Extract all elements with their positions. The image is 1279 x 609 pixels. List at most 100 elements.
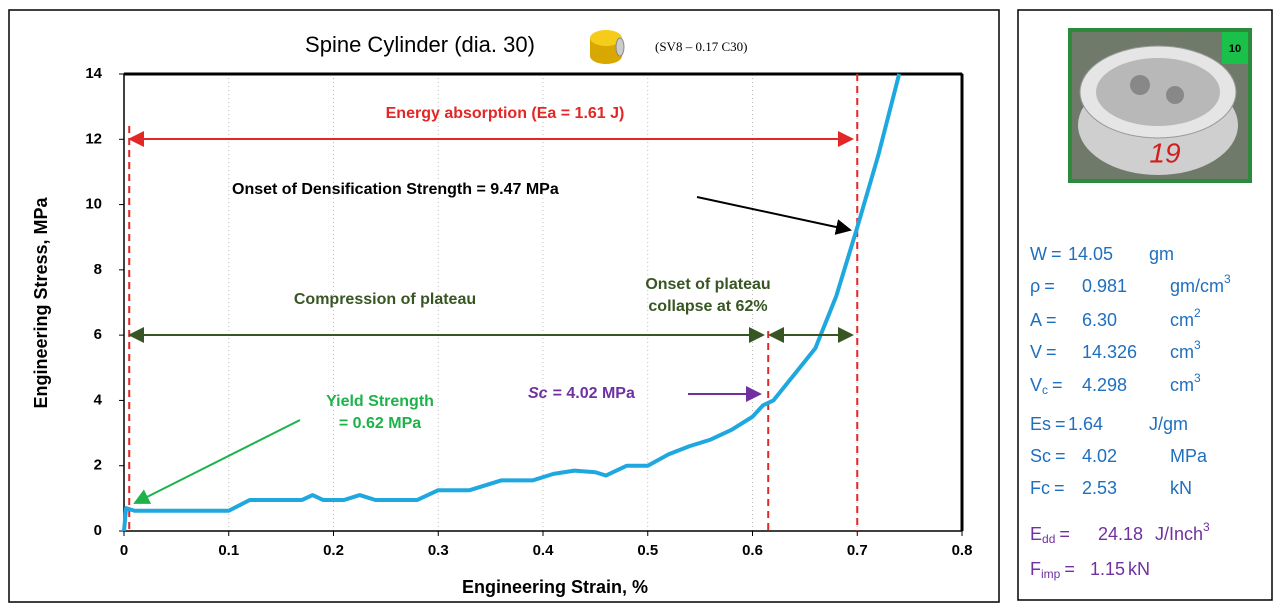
x-tick-label: 0.8	[952, 542, 973, 559]
chart-frame	[8, 9, 1000, 603]
panel-unit: J/Inch3	[1155, 520, 1210, 544]
unit-sup: 2	[1194, 306, 1201, 320]
panel-unit: kN	[1128, 559, 1150, 579]
x-tick-label: 0.4	[533, 542, 555, 559]
panel-value: 14.05	[1068, 244, 1113, 264]
unit: J/Inch	[1155, 524, 1203, 544]
annotation: = 0.62 MPa	[339, 415, 421, 432]
curve	[122, 73, 902, 532]
label-sub: imp	[1041, 567, 1061, 581]
photo-mark: 19	[1149, 137, 1180, 168]
label: Sc	[1030, 446, 1051, 466]
y-tick-label: 0	[94, 522, 102, 539]
unit: MPa	[1170, 446, 1208, 466]
y-axis-label: Engineering Stress, MPa	[31, 196, 51, 408]
unit-sup: 3	[1224, 272, 1231, 286]
panel-unit: MPa	[1170, 446, 1208, 466]
equals: =	[1052, 375, 1063, 395]
panel-frame	[1017, 9, 1273, 601]
x-tick-label: 0.2	[323, 542, 344, 559]
annotation: Yield Strength	[326, 393, 434, 410]
annotation-arrows	[128, 131, 854, 504]
panel-label: V =	[1030, 342, 1057, 362]
panel-value: 14.326	[1082, 342, 1137, 362]
y-tick-label: 14	[85, 65, 102, 82]
unit: cm	[1170, 375, 1194, 395]
unit-sup: 3	[1203, 520, 1210, 534]
panel-label: A =	[1030, 310, 1057, 330]
panel-label: Sc =	[1030, 446, 1066, 466]
panel-unit: cm2	[1170, 306, 1201, 330]
equals: =	[1055, 446, 1066, 466]
equals: =	[1051, 244, 1062, 264]
panel-value: 1.64	[1068, 414, 1103, 434]
unit-sup: 3	[1194, 371, 1201, 385]
label: Fc	[1030, 478, 1050, 498]
x-tick-label: 0.7	[847, 542, 868, 559]
label: W	[1030, 244, 1047, 264]
equals: =	[1044, 276, 1055, 296]
label: ρ	[1030, 276, 1040, 296]
panel-value: 0.981	[1082, 276, 1127, 296]
label: E	[1030, 524, 1042, 544]
annotation-text: = 4.02 MPa	[553, 385, 635, 402]
chart-subtitle: (SV8 – 0.17 C30)	[655, 39, 747, 54]
panel-value: 4.02	[1082, 446, 1117, 466]
x-tick-label: 0	[120, 542, 128, 559]
unit: J/gm	[1149, 414, 1188, 434]
panel-unit: cm3	[1170, 371, 1201, 395]
label-sub: dd	[1042, 532, 1055, 546]
y-tick-label: 8	[94, 261, 102, 278]
panel-value: 24.18	[1098, 524, 1143, 544]
annotation: Onset of Densification Strength = 9.47 M…	[232, 181, 559, 198]
panel-label: Vc =	[1030, 375, 1063, 397]
y-tick-label: 2	[94, 457, 102, 474]
annotation-prefix: Sc	[528, 385, 548, 402]
panel-label: Fc =	[1030, 478, 1065, 498]
panel-unit: gm/cm3	[1170, 272, 1231, 296]
photo: 10 19	[1068, 28, 1252, 183]
panel-label: W =	[1030, 244, 1062, 264]
panel-label: Es =	[1030, 414, 1066, 434]
panel-label: ρ =	[1030, 276, 1055, 296]
equals: =	[1046, 310, 1057, 330]
panel-value: 4.298	[1082, 375, 1127, 395]
y-tick-label: 4	[94, 391, 103, 408]
equals: =	[1059, 524, 1070, 544]
panel-value: 2.53	[1082, 478, 1117, 498]
equals: =	[1055, 414, 1066, 434]
panel-unit: kN	[1170, 478, 1192, 498]
panel-label: Fimp =	[1030, 559, 1075, 581]
equals: =	[1064, 559, 1075, 579]
equals: =	[1046, 342, 1057, 362]
x-axis-label: Engineering Strain, %	[462, 577, 648, 597]
annotation: Sc = 4.02 MPa	[528, 385, 635, 402]
x-tick-label: 0.3	[428, 542, 449, 559]
panel-unit: cm3	[1170, 338, 1201, 362]
label: A	[1030, 310, 1042, 330]
annotation: Compression of plateau	[294, 291, 476, 308]
annotation: collapse at 62%	[648, 298, 767, 315]
label-sub: c	[1042, 383, 1048, 397]
photo-tag: 10	[1229, 43, 1241, 55]
panel-unit: J/gm	[1149, 414, 1188, 434]
equals: =	[1054, 478, 1065, 498]
unit: cm	[1170, 310, 1194, 330]
panel-label: Edd =	[1030, 524, 1070, 546]
unit: gm	[1149, 244, 1174, 264]
y-tick-label: 12	[85, 130, 102, 147]
annotation: Energy absorption (Ea = 1.61 J)	[386, 105, 625, 122]
panel-value: 1.15	[1090, 559, 1125, 579]
unit-sup: 3	[1194, 338, 1201, 352]
chart-title: Spine Cylinder (dia. 30)	[305, 32, 535, 57]
unit: kN	[1170, 478, 1192, 498]
label: V	[1030, 342, 1042, 362]
panel-value: 6.30	[1082, 310, 1117, 330]
x-tick-label: 0.1	[218, 542, 239, 559]
label: F	[1030, 559, 1041, 579]
annotation: Onset of plateau	[645, 276, 770, 293]
unit: gm/cm	[1170, 276, 1224, 296]
label: V	[1030, 375, 1042, 395]
panel-unit: gm	[1149, 244, 1174, 264]
